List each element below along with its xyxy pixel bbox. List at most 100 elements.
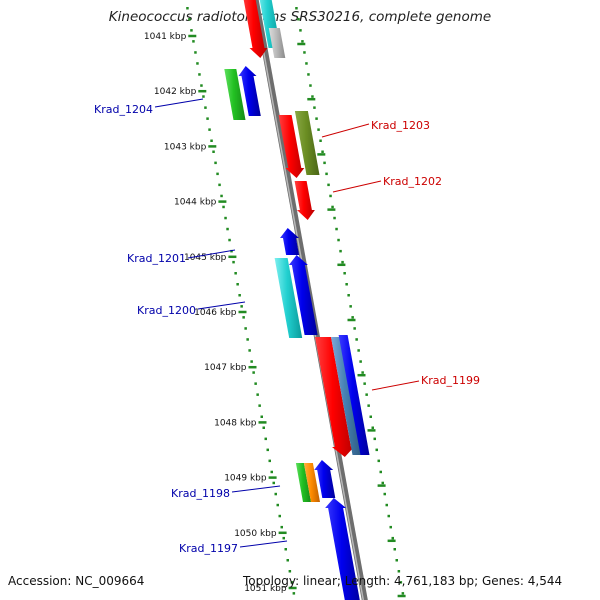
minor-tick bbox=[317, 128, 320, 131]
gene-red-1199[interactable] bbox=[315, 337, 354, 457]
minor-tick bbox=[222, 205, 225, 209]
minor-tick bbox=[212, 150, 215, 153]
minor-tick bbox=[301, 40, 304, 43]
minor-tick bbox=[198, 73, 201, 76]
minor-tick bbox=[252, 371, 255, 374]
minor-tick bbox=[331, 205, 334, 209]
minor-tick bbox=[327, 183, 330, 187]
minor-tick bbox=[282, 536, 285, 540]
minor-tick bbox=[284, 548, 287, 551]
minor-tick bbox=[365, 393, 368, 396]
minor-tick bbox=[244, 327, 247, 330]
minor-tick bbox=[373, 437, 376, 441]
minor-tick bbox=[391, 536, 394, 540]
minor-tick bbox=[315, 117, 318, 120]
minor-tick bbox=[401, 592, 405, 595]
minor-tick bbox=[295, 7, 298, 10]
gene-blue-1198[interactable] bbox=[314, 460, 336, 498]
minor-tick bbox=[351, 316, 354, 319]
minor-tick bbox=[242, 316, 245, 319]
minor-tick bbox=[303, 51, 306, 54]
minor-tick bbox=[258, 404, 261, 407]
minor-tick bbox=[319, 139, 322, 142]
gene-green-1198[interactable] bbox=[295, 463, 311, 502]
minor-tick bbox=[329, 194, 332, 198]
minor-tick bbox=[309, 84, 312, 87]
scale-tick-label: 1042 kbp bbox=[154, 87, 197, 97]
gene-orange-1198[interactable] bbox=[303, 463, 320, 502]
minor-tick bbox=[232, 260, 235, 264]
scale-tick-label: 1047 kbp bbox=[204, 363, 247, 373]
minor-tick bbox=[381, 481, 384, 485]
gene-label-krad-1199[interactable]: Krad_1199 bbox=[421, 374, 480, 387]
minor-tick bbox=[371, 426, 374, 429]
scale-tick-label: 1044 kbp bbox=[174, 198, 217, 208]
minor-tick bbox=[367, 404, 370, 407]
gene-blue-1200[interactable] bbox=[288, 255, 318, 335]
minor-tick bbox=[290, 581, 294, 584]
genome-title: Kineococcus radiotolerans SRS30216, comp… bbox=[108, 9, 492, 25]
gene-olive-1203[interactable] bbox=[294, 111, 320, 175]
minor-tick bbox=[218, 183, 221, 187]
gene-label-krad-1204[interactable]: Krad_1204 bbox=[94, 103, 153, 116]
minor-tick bbox=[307, 73, 310, 76]
gene-green-1204[interactable] bbox=[224, 69, 246, 120]
scale-tick-label: 1041 kbp bbox=[144, 32, 187, 42]
minor-tick bbox=[286, 559, 289, 562]
scale-tick-label: 1045 kbp bbox=[184, 253, 227, 263]
minor-tick bbox=[345, 283, 348, 286]
minor-tick bbox=[377, 459, 380, 463]
gene-label-krad-1201[interactable]: Krad_1201 bbox=[127, 252, 186, 265]
minor-tick bbox=[186, 7, 189, 10]
minor-tick bbox=[321, 150, 324, 153]
minor-tick bbox=[230, 249, 233, 253]
minor-tick bbox=[341, 260, 344, 264]
minor-tick bbox=[347, 294, 350, 297]
minor-tick bbox=[190, 29, 193, 32]
gene-label-leader bbox=[231, 485, 281, 493]
gene-label-krad-1203[interactable]: Krad_1203 bbox=[371, 119, 430, 132]
gene-steel-1199[interactable] bbox=[331, 337, 362, 455]
topology-text: Topology: linear; Length: 4,761,183 bp; … bbox=[243, 574, 563, 588]
gene-label-leader bbox=[154, 98, 204, 108]
minor-tick bbox=[194, 51, 197, 54]
gene-label-krad-1200[interactable]: Krad_1200 bbox=[137, 304, 196, 317]
gene-cyan-1200[interactable] bbox=[274, 258, 303, 338]
minor-tick bbox=[234, 272, 237, 275]
minor-tick bbox=[361, 371, 364, 374]
minor-tick bbox=[292, 592, 296, 595]
gene-label-krad-1202[interactable]: Krad_1202 bbox=[383, 175, 442, 188]
gene-label-leader bbox=[187, 249, 236, 259]
gene-blue-1204[interactable] bbox=[238, 66, 261, 116]
minor-tick bbox=[369, 415, 372, 418]
minor-tick bbox=[272, 481, 275, 485]
minor-tick bbox=[254, 382, 257, 385]
gene-label-leader bbox=[239, 540, 288, 548]
minor-tick bbox=[188, 18, 191, 21]
gene-blue-1197[interactable] bbox=[325, 498, 362, 600]
minor-tick bbox=[325, 172, 328, 176]
minor-tick bbox=[395, 559, 398, 562]
minor-tick bbox=[266, 448, 269, 452]
gene-red-top[interactable] bbox=[242, 0, 268, 58]
minor-tick bbox=[274, 492, 277, 496]
minor-tick bbox=[238, 294, 241, 297]
minor-tick bbox=[399, 581, 403, 584]
minor-tick bbox=[339, 249, 342, 253]
gene-label-krad-1197[interactable]: Krad_1197 bbox=[179, 542, 238, 555]
scale-tick-label: 1048 kbp bbox=[214, 418, 257, 428]
minor-tick bbox=[353, 327, 356, 330]
minor-tick bbox=[359, 360, 362, 363]
gene-blue-1199[interactable] bbox=[338, 335, 370, 455]
gene-label-krad-1198[interactable]: Krad_1198 bbox=[171, 487, 230, 500]
minor-tick bbox=[256, 393, 259, 396]
minor-tick bbox=[248, 349, 251, 352]
minor-tick bbox=[278, 514, 281, 518]
gene-red-1202[interactable] bbox=[294, 181, 315, 220]
scale-tick-label: 1043 kbp bbox=[164, 142, 207, 152]
minor-tick bbox=[297, 18, 300, 21]
gene-blue-1201[interactable] bbox=[280, 228, 300, 255]
gene-gray-top[interactable] bbox=[268, 28, 286, 58]
minor-tick bbox=[216, 172, 219, 176]
gene-red-1203[interactable] bbox=[278, 115, 305, 178]
